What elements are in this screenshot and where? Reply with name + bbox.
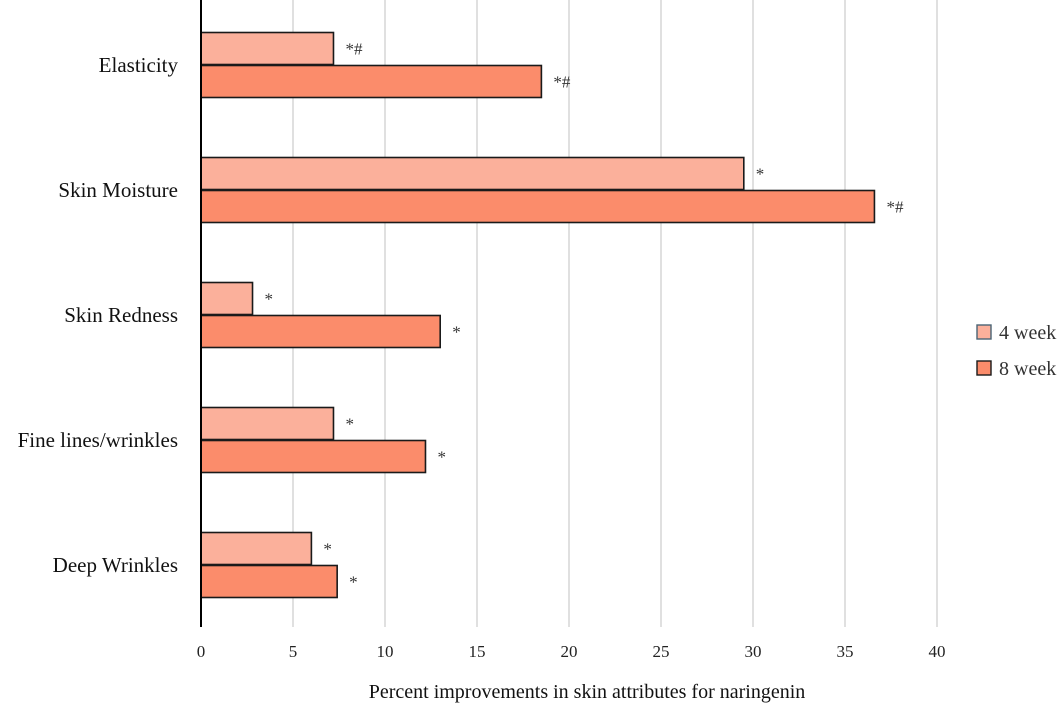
significance-annotation: * xyxy=(323,540,332,559)
bar-8-week xyxy=(200,564,338,599)
bar-8-week xyxy=(200,64,543,99)
bar-8-week xyxy=(200,314,441,349)
legend-label: 8 week xyxy=(999,358,1056,380)
category-label: Elasticity xyxy=(99,53,179,77)
x-tick-label: 30 xyxy=(745,642,762,661)
x-tick-label: 5 xyxy=(289,642,298,661)
category-label: Fine lines/wrinkles xyxy=(18,428,178,452)
significance-annotation: * xyxy=(756,165,765,184)
x-tick-label: 40 xyxy=(929,642,946,661)
x-tick-label: 0 xyxy=(197,642,206,661)
x-tick-label: 25 xyxy=(653,642,670,661)
x-tick-label: 35 xyxy=(837,642,854,661)
legend-swatch-4-week xyxy=(976,324,992,340)
x-tick-label: 20 xyxy=(561,642,578,661)
category-label: Skin Redness xyxy=(64,303,178,327)
bar-4-week xyxy=(200,156,745,191)
significance-annotation: *# xyxy=(345,40,363,59)
significance-annotation: * xyxy=(265,290,274,309)
legend-swatch-8-week xyxy=(976,360,992,376)
significance-annotation: * xyxy=(345,415,354,434)
x-tick-label: 15 xyxy=(469,642,486,661)
bars xyxy=(200,31,876,599)
bar-8-week xyxy=(200,189,876,224)
labels: 0 5 10 15 20 25 30 35 40 *# *# Elasticity * *# Skin Mo… xyxy=(18,40,946,662)
significance-annotation: * xyxy=(349,573,358,592)
significance-annotation: *# xyxy=(553,73,571,92)
category-label: Deep Wrinkles xyxy=(53,553,178,577)
bar-4-week xyxy=(200,31,335,66)
significance-annotation: * xyxy=(452,323,461,342)
legend: 4 week 8 week xyxy=(976,322,1056,380)
legend-label: 4 week xyxy=(999,322,1056,344)
x-axis-title: Percent improvements in skin attributes … xyxy=(369,681,806,703)
bar-4-week xyxy=(200,281,254,316)
significance-annotation: *# xyxy=(886,198,904,217)
x-tick-label: 10 xyxy=(377,642,394,661)
bar-8-week xyxy=(200,439,427,474)
bar-4-week xyxy=(200,406,335,441)
significance-annotation: * xyxy=(437,448,446,467)
bar-4-week xyxy=(200,531,313,566)
category-label: Skin Moisture xyxy=(58,178,178,202)
gridlines xyxy=(292,0,938,627)
